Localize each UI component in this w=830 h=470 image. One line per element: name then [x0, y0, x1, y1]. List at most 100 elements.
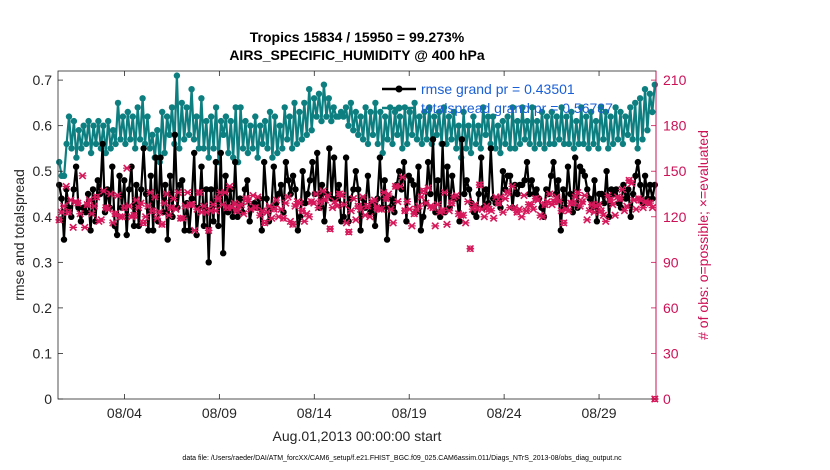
rmse-point [263, 195, 270, 202]
spread-point [56, 158, 63, 166]
spread-point [210, 145, 217, 152]
obs-possible-point [186, 201, 194, 208]
spread-point [247, 122, 254, 129]
obs-evaluated-point [370, 196, 379, 204]
obs-evaluated-point [583, 216, 591, 224]
rmse-point [605, 213, 613, 220]
obs-evaluated-point [443, 220, 451, 229]
rmse-point [70, 186, 77, 193]
obs-evaluated-point [118, 213, 127, 221]
rmse-point [482, 186, 490, 193]
rmse-point [499, 168, 507, 175]
rmse-point [188, 195, 195, 202]
obs-possible-point [569, 199, 577, 207]
spread-point [592, 117, 600, 125]
rmse-point [458, 136, 466, 143]
y-right-tick-label: 0 [663, 391, 671, 407]
obs-evaluated-point [137, 199, 145, 207]
spread-point [636, 95, 644, 102]
spread-point [374, 140, 381, 148]
obs-possible-point [102, 204, 110, 211]
spread-point [367, 108, 374, 116]
spread-point [185, 131, 193, 138]
obs-possible-point [121, 204, 128, 211]
obs-evaluated-point [81, 223, 89, 232]
spread-point [178, 99, 185, 107]
obs-possible-point [579, 198, 586, 205]
spread-point [254, 154, 261, 161]
obs-evaluated-point [134, 203, 143, 212]
obs-possible-point [588, 201, 595, 208]
obs-evaluated-point [520, 191, 528, 200]
rmse-point [463, 177, 470, 184]
rmse-point [330, 154, 338, 161]
spread-point [212, 104, 220, 111]
spread-point [462, 145, 470, 152]
obs-evaluated-point [160, 199, 169, 207]
spread-point [394, 131, 401, 138]
obs-evaluated-point [499, 208, 507, 216]
rmse-point [598, 190, 605, 198]
obs-possible-point [326, 225, 334, 233]
y-right-tick-label: 60 [663, 300, 679, 316]
rmse-point [383, 236, 391, 243]
rmse-point [449, 172, 456, 179]
obs-possible-point [495, 199, 502, 207]
spread-point [102, 149, 110, 157]
obs-possible-point [448, 199, 455, 207]
spread-point [364, 140, 372, 148]
rmse-point [147, 172, 154, 179]
rmse-point [521, 177, 528, 184]
spread-point [95, 117, 102, 125]
rmse-point [456, 218, 463, 225]
rmse-point [186, 227, 193, 234]
obs-evaluated-point [417, 193, 426, 201]
spread-point [183, 104, 190, 111]
spread-point [83, 140, 90, 148]
spread-point [154, 127, 161, 134]
rmse-point [109, 163, 116, 170]
rmse-point [116, 172, 123, 179]
obs-evaluated-point [501, 194, 510, 203]
rmse-point [335, 181, 343, 189]
obs-evaluated-point [190, 226, 199, 235]
obs-evaluated-point [648, 203, 657, 212]
rmse-point [465, 186, 473, 193]
obs-evaluated-point [109, 219, 117, 227]
spread-point [281, 104, 288, 111]
spread-point [533, 117, 541, 125]
spread-point [377, 108, 384, 116]
spread-point [114, 99, 122, 107]
rmse-point [523, 158, 531, 166]
obs-possible-point [355, 202, 362, 210]
obs-possible-point [625, 177, 633, 184]
rmse-point [82, 209, 89, 216]
y-right-tick-label: 30 [663, 345, 679, 361]
obs-evaluated-point [601, 217, 610, 226]
spread-point [433, 131, 440, 138]
obs-evaluated-point [340, 200, 348, 209]
spread-point [205, 154, 212, 161]
rmse-point [306, 177, 314, 184]
x-tick-label: 08/29 [582, 405, 617, 421]
rmse-point [632, 172, 639, 179]
spread-point [193, 113, 200, 120]
obs-possible-point [140, 219, 147, 227]
spread-point [306, 86, 313, 93]
obs-evaluated-point [394, 197, 402, 206]
obs-possible-point [270, 206, 278, 213]
obs-evaluated-point [564, 206, 573, 215]
spread-point [323, 113, 330, 120]
obs-possible-point [532, 195, 539, 202]
obs-possible-point [205, 227, 212, 234]
spread-point [489, 113, 497, 120]
spread-point [188, 86, 195, 93]
obs-evaluated-point [333, 202, 341, 210]
obs-possible-point [616, 195, 623, 202]
obs-possible-point [364, 202, 371, 210]
spread-point [649, 108, 656, 116]
rmse-point [444, 163, 451, 170]
rmse-point [646, 181, 654, 189]
rmse-point [420, 213, 427, 220]
rmse-point [381, 177, 388, 184]
